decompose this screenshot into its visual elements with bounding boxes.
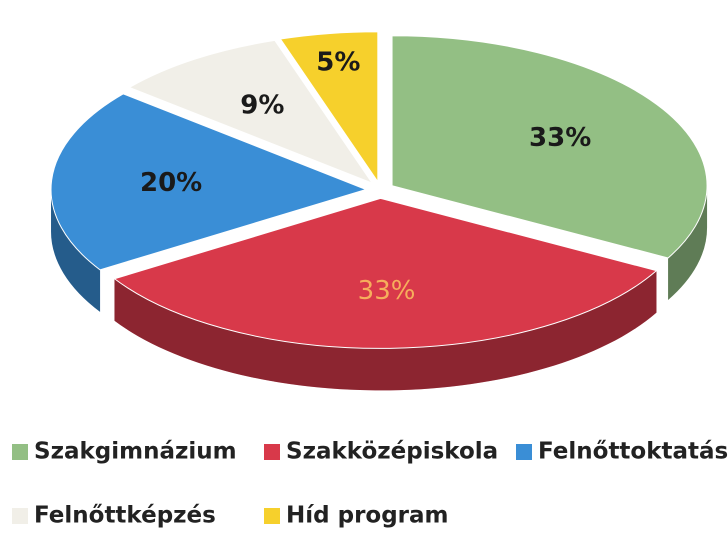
legend-swatch xyxy=(264,444,280,460)
legend-swatch xyxy=(516,444,532,460)
legend-swatch xyxy=(264,508,280,524)
legend-text: Híd program xyxy=(286,503,449,529)
value-label: 5% xyxy=(316,48,360,78)
legend-text: Felnőttképzés xyxy=(34,503,216,529)
legend-text: Szakközépiskola xyxy=(286,439,498,465)
slice-side xyxy=(668,185,708,300)
legend-swatch xyxy=(12,508,28,524)
slice xyxy=(50,93,368,271)
legend-text: Felnőttoktatás xyxy=(538,439,728,465)
slice-side-shade xyxy=(114,270,657,391)
value-label: 20% xyxy=(140,168,202,198)
slice-side-shade xyxy=(51,189,101,312)
slice xyxy=(279,31,379,184)
slice xyxy=(391,35,708,259)
value-label: 33% xyxy=(529,123,591,153)
slice-side xyxy=(114,270,657,391)
value-label: 9% xyxy=(240,91,284,121)
slice-side-shade xyxy=(668,185,708,300)
legend-swatch xyxy=(12,444,28,460)
slice xyxy=(128,39,374,185)
value-label: 33% xyxy=(358,276,416,306)
slice xyxy=(113,197,658,349)
slice-side xyxy=(51,189,101,312)
legend-text: Szakgimnázium xyxy=(34,439,237,465)
